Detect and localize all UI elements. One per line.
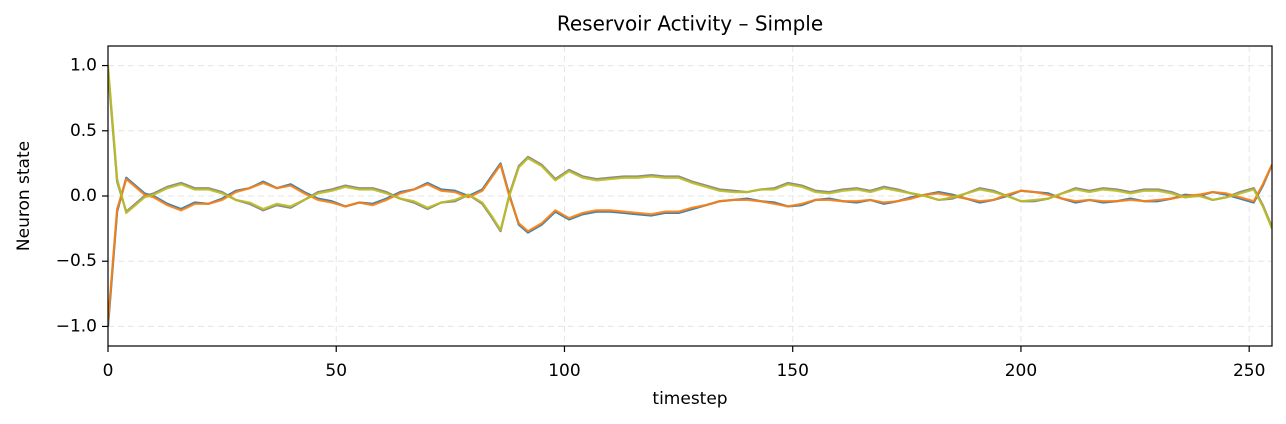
x-tick-label: 150: [776, 361, 808, 381]
y-tick-label: 0.5: [70, 121, 97, 141]
lines: [108, 65, 1272, 327]
x-tick-label: 100: [548, 361, 580, 381]
y-axis-label: Neuron state: [14, 141, 34, 251]
x-tick-label: 200: [1005, 361, 1037, 381]
x-tick-label: 0: [103, 361, 114, 381]
grid: [107, 46, 1272, 346]
y-tick-label: −0.5: [56, 251, 97, 271]
x-axis-label: timestep: [652, 389, 727, 409]
y-tick-label: 1.0: [70, 56, 97, 76]
y-tick-label: 0.0: [70, 186, 97, 206]
series-line: [108, 65, 1272, 232]
chart-title: Reservoir Activity – Simple: [557, 12, 823, 36]
ticks: 0 50 100 150 200 250 −1.0 −0.5 0.0 0.5 1.0: [56, 56, 1266, 381]
series-line: [108, 163, 1272, 323]
x-tick-label: 250: [1233, 361, 1265, 381]
series-line: [108, 69, 1272, 233]
y-tick-label: −1.0: [56, 316, 97, 336]
x-tick-label: 50: [325, 361, 347, 381]
